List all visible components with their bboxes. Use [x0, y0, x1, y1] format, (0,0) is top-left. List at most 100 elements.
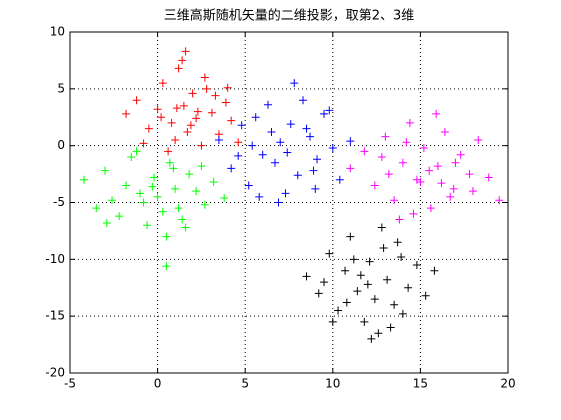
marker	[356, 271, 365, 280]
marker	[383, 275, 392, 284]
marker	[227, 164, 236, 173]
marker	[162, 262, 171, 271]
marker	[267, 128, 276, 137]
marker	[451, 158, 460, 167]
x-tick-label: 15	[413, 377, 428, 391]
marker	[276, 138, 285, 147]
marker	[101, 166, 110, 175]
marker	[132, 96, 141, 105]
marker	[433, 162, 442, 171]
marker	[220, 193, 229, 202]
y-tick-label: 0	[57, 138, 65, 152]
marker	[237, 121, 246, 130]
marker	[283, 148, 292, 157]
marker	[421, 291, 430, 300]
marker	[192, 187, 201, 196]
marker	[405, 118, 414, 127]
marker	[293, 171, 302, 180]
marker	[144, 124, 153, 133]
marker	[398, 309, 407, 318]
y-tick-label: 10	[50, 25, 65, 39]
marker	[325, 106, 334, 115]
marker	[370, 295, 379, 304]
marker	[334, 306, 343, 315]
marker	[122, 181, 131, 190]
marker	[197, 141, 206, 150]
marker	[132, 147, 141, 156]
marker	[281, 189, 290, 198]
marker	[202, 84, 211, 93]
marker	[200, 73, 209, 82]
marker	[314, 289, 323, 298]
marker	[449, 184, 458, 193]
marker	[390, 196, 399, 205]
marker	[395, 215, 404, 224]
marker	[148, 182, 157, 191]
marker	[255, 192, 264, 201]
marker	[360, 147, 369, 156]
marker	[234, 138, 243, 147]
marker	[263, 100, 272, 109]
marker	[320, 109, 329, 118]
marker	[302, 272, 311, 281]
marker	[223, 83, 232, 92]
marker	[404, 283, 413, 292]
marker	[178, 215, 187, 224]
marker	[227, 116, 236, 125]
marker	[192, 114, 201, 123]
marker	[251, 113, 260, 122]
marker	[183, 128, 192, 137]
marker	[432, 109, 441, 118]
marker	[341, 266, 350, 275]
marker	[174, 204, 183, 213]
marker	[274, 198, 283, 207]
marker	[143, 221, 152, 230]
marker	[162, 232, 171, 241]
x-tick-label: 10	[325, 377, 340, 391]
x-tick-label: -5	[64, 377, 76, 391]
chart-title: 三维高斯随机矢量的二维投影，取第2、3维	[164, 8, 415, 24]
marker	[164, 147, 173, 156]
marker	[425, 166, 434, 175]
marker	[197, 162, 206, 171]
y-tick-label: -5	[53, 195, 65, 209]
marker	[365, 257, 374, 266]
marker	[167, 118, 176, 127]
marker	[234, 151, 243, 160]
marker	[185, 170, 194, 179]
marker	[313, 155, 322, 164]
marker	[397, 253, 406, 262]
marker	[188, 89, 197, 98]
marker	[139, 139, 148, 148]
marker	[437, 179, 446, 188]
y-tick-label: -10	[45, 252, 65, 266]
marker	[302, 124, 311, 133]
marker	[136, 189, 145, 198]
marker	[328, 317, 337, 326]
marker	[446, 192, 455, 201]
marker	[181, 47, 190, 56]
marker	[311, 184, 320, 193]
marker	[186, 121, 195, 130]
axes-box	[69, 31, 509, 374]
marker	[495, 196, 504, 205]
marker	[379, 243, 388, 252]
marker	[381, 132, 390, 141]
marker	[374, 329, 383, 338]
marker	[335, 175, 344, 184]
marker	[171, 184, 180, 193]
marker	[419, 143, 428, 152]
marker	[377, 153, 386, 162]
y-tick-label: -15	[45, 309, 65, 323]
marker	[393, 238, 402, 247]
marker	[248, 141, 257, 150]
marker	[214, 135, 223, 144]
marker	[409, 209, 418, 218]
marker	[108, 196, 117, 205]
marker	[342, 298, 351, 307]
marker	[384, 170, 393, 179]
x-tick-label: 5	[241, 377, 249, 391]
marker	[353, 287, 362, 296]
